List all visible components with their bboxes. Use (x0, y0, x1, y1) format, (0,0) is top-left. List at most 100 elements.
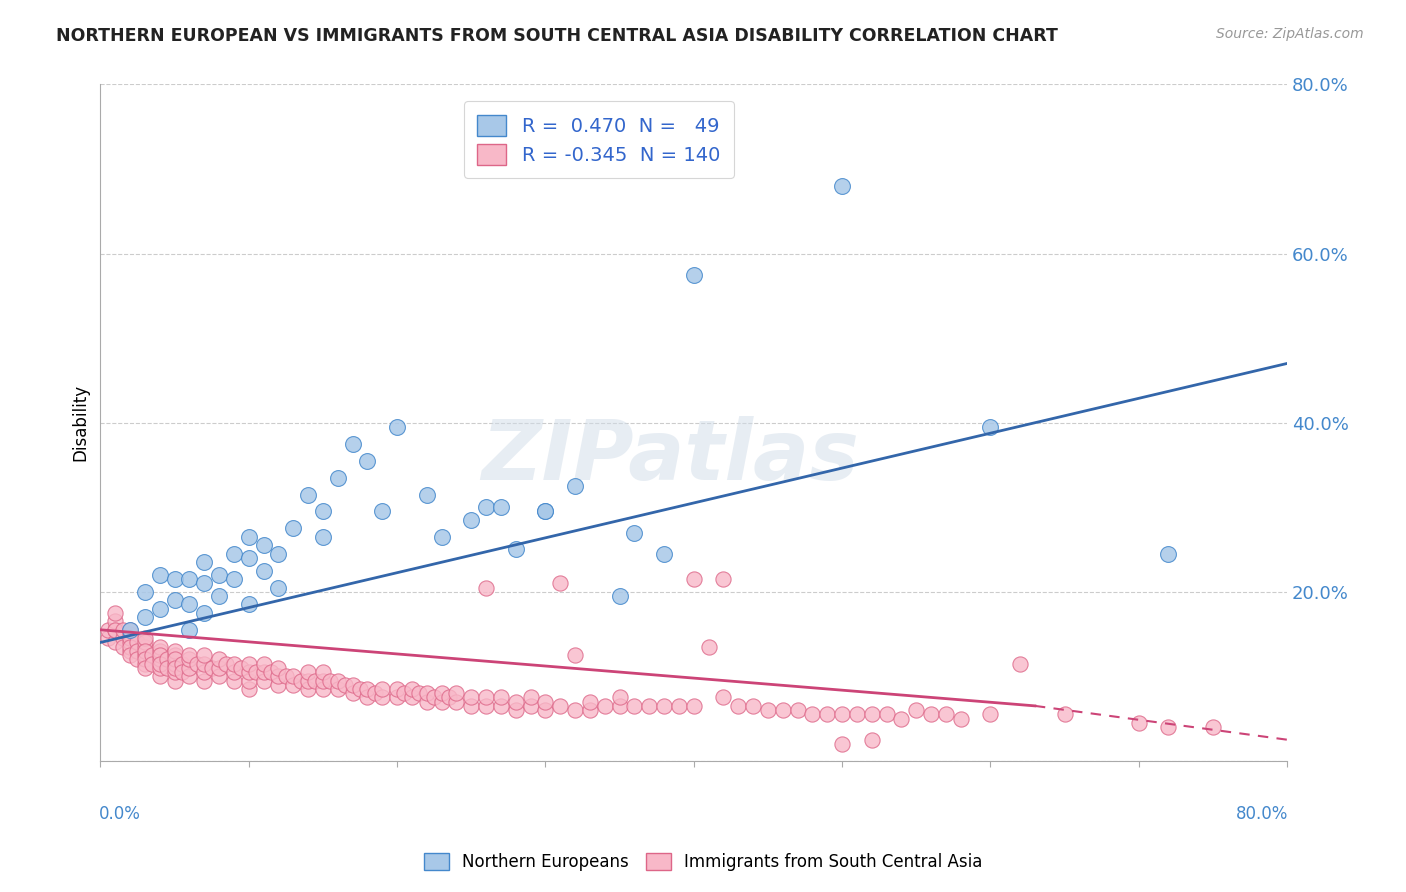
Point (170, 657, 193, 671)
Point (208, 589, 231, 603)
Point (446, 686, 468, 700)
Point (446, 695, 468, 709)
Point (609, 589, 631, 603)
Point (593, 698, 616, 713)
Point (385, 420, 408, 434)
Point (460, 513, 482, 527)
Point (267, 661, 290, 675)
Point (534, 695, 557, 709)
Point (267, 581, 290, 595)
Point (312, 504, 335, 518)
Point (134, 644, 156, 658)
Legend: R =  0.470  N =   49, R = -0.345  N = 140: R = 0.470 N = 49, R = -0.345 N = 140 (464, 101, 734, 178)
Point (652, 698, 675, 713)
Point (1157, 720, 1180, 734)
Point (267, 669, 290, 683)
Point (408, 686, 430, 700)
Point (652, 547, 675, 561)
Point (163, 572, 186, 586)
Point (149, 661, 172, 675)
Point (238, 530, 260, 544)
Point (141, 657, 163, 671)
Point (238, 681, 260, 696)
Point (519, 690, 541, 705)
Point (519, 698, 541, 713)
Point (134, 584, 156, 599)
Point (505, 542, 527, 557)
Point (163, 644, 186, 658)
Point (111, 623, 134, 637)
Point (238, 673, 260, 688)
Point (342, 678, 364, 692)
Point (179, 661, 201, 675)
Point (638, 698, 661, 713)
Point (579, 695, 602, 709)
Point (711, 690, 734, 705)
Point (401, 690, 423, 705)
Point (104, 623, 127, 637)
Point (179, 623, 201, 637)
Point (222, 547, 245, 561)
Point (134, 657, 156, 671)
Point (385, 681, 408, 696)
Text: NORTHERN EUROPEAN VS IMMIGRANTS FROM SOUTH CENTRAL ASIA DISABILITY CORRELATION C: NORTHERN EUROPEAN VS IMMIGRANTS FROM SOU… (56, 27, 1059, 45)
Point (149, 644, 172, 658)
Point (579, 703, 602, 717)
Point (326, 681, 349, 696)
Point (979, 707, 1001, 722)
Point (149, 669, 172, 683)
Text: 80.0%: 80.0% (1236, 805, 1288, 822)
Point (394, 686, 416, 700)
Point (860, 732, 883, 747)
Point (283, 669, 305, 683)
Point (609, 690, 631, 705)
Point (312, 673, 335, 688)
Point (297, 681, 319, 696)
Point (342, 686, 364, 700)
Point (231, 661, 253, 675)
Point (179, 598, 201, 612)
Point (364, 686, 387, 700)
Point (505, 695, 527, 709)
Point (104, 623, 127, 637)
Point (163, 593, 186, 607)
Point (267, 547, 290, 561)
Point (304, 673, 326, 688)
Point (134, 648, 156, 662)
Text: ZIPatlas: ZIPatlas (481, 416, 859, 497)
Point (118, 627, 141, 641)
Point (267, 678, 290, 692)
Point (371, 690, 394, 705)
Point (564, 703, 586, 717)
Point (97, 632, 120, 646)
Point (252, 538, 274, 552)
Point (772, 703, 794, 717)
Point (623, 525, 645, 540)
Point (149, 657, 172, 671)
Point (534, 703, 557, 717)
Point (564, 648, 586, 662)
Point (668, 698, 690, 713)
Point (208, 567, 231, 582)
Point (193, 576, 215, 591)
Point (134, 652, 156, 666)
Point (111, 632, 134, 646)
Point (349, 681, 371, 696)
Point (564, 479, 586, 493)
Point (104, 606, 127, 620)
Point (979, 420, 1001, 434)
Point (215, 657, 238, 671)
Point (385, 690, 408, 705)
Point (201, 661, 224, 675)
Point (815, 707, 838, 722)
Point (252, 564, 274, 578)
Point (935, 707, 957, 722)
Point (274, 669, 297, 683)
Point (118, 632, 141, 646)
Point (149, 648, 172, 662)
Point (682, 268, 704, 282)
Point (111, 640, 134, 654)
Point (252, 673, 274, 688)
Point (920, 707, 942, 722)
Point (149, 652, 172, 666)
